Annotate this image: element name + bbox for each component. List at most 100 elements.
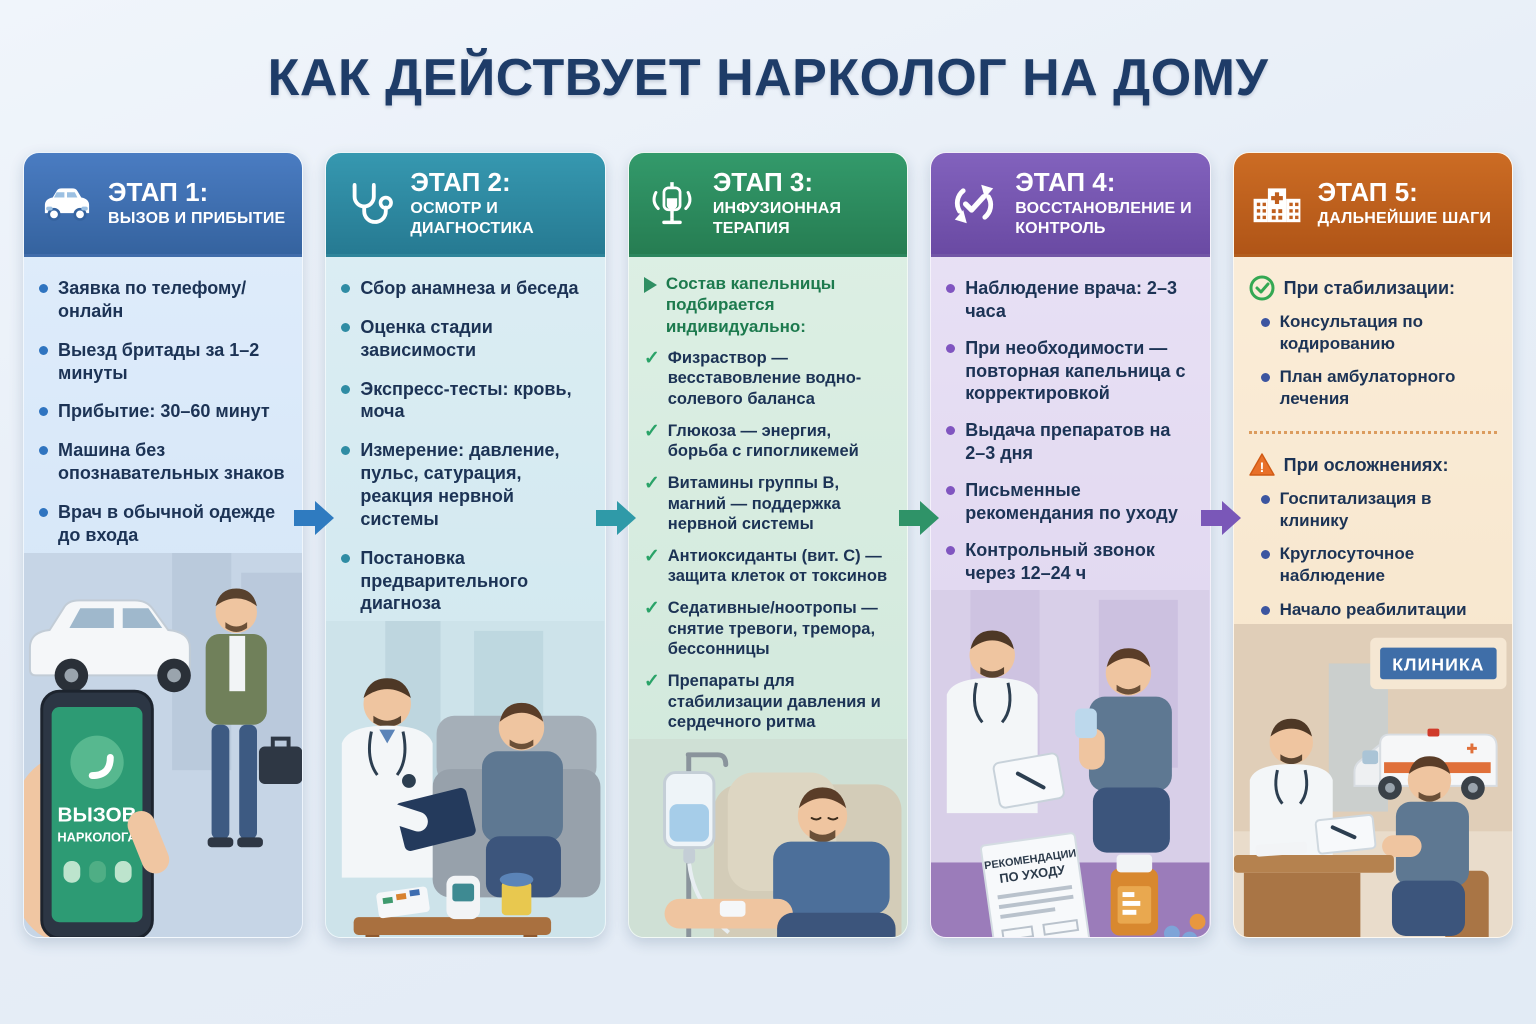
stage4-header-text: ЭТАП 4: ВОССТАНОВЛЕНИЕ И КОНТРОЛЬ [1015,168,1195,238]
bullet-dot-icon [39,345,48,355]
stage-subtitle: ОСМОТР И ДИАГНОСТИКА [410,200,534,237]
desk-illustration [1233,841,1394,937]
check-item: ✓ Физраствор — весставовление водно-солев… [644,348,892,410]
bullet-dot-icon [39,407,48,417]
list-item: Сбор анамнеза и беседа [341,277,589,300]
recovery-cycle-icon [945,178,1003,230]
check-text: Глюкоза — энергия, борьба с гипогликемей [668,421,892,462]
stage-card-2: ЭТАП 2: ОСМОТР И ДИАГНОСТИКА Сбор анамне… [325,152,606,938]
list-item-text: Постановка предварительного диагноза [360,547,529,614]
iv-drip-icon [643,178,701,230]
list-item: Госпитализация в клинику [1260,488,1497,531]
check-item: ✓ Глюкоза — энергия, борьба с гипогликеме… [644,421,892,462]
stage3-header-text: ЭТАП 3: ИНФУЗИОННАЯ ТЕРАПИЯ [712,168,893,238]
doctor-at-desk-figure [1249,718,1377,858]
intro-text: Состав капельницы подбирается индивидуал… [665,274,836,336]
list-item: Выезд бритады за 1–2 минуты [39,339,287,385]
list-item: Экспресс-тесты: кровь, моча [341,378,589,424]
dotted-divider [1248,431,1498,435]
stage3-illustration [628,738,908,937]
stage4-list: Наблюдение врача: 2–3 часа При необходим… [931,257,1209,590]
check-item: ✓ Антиоксиданты (вит. С) — защита клеток … [644,546,892,587]
stage-label: ЭТАП 5: [1317,176,1418,207]
list-item: Письменные рекомендания по уходу [946,479,1194,525]
list-item-text: Измерение: давление, пульс, сатурация, р… [360,440,560,529]
phone-screen-text: ВЫЗОВ [58,803,137,826]
check-lead: Физраствор [667,348,767,367]
stage1-header-text: ЭТАП 1: ВЫЗОВ И ПРИБЫТИЕ [108,176,285,228]
sleeping-patient-figure [664,787,896,937]
stage-card-3: ЭТАП 3: ИНФУЗИОННАЯ ТЕРАПИЯ Состав капел… [627,152,909,938]
bullet-dot-icon [1260,373,1270,383]
person-figure [205,588,303,847]
list-item-text: Госпитализация в клинику [1279,489,1432,530]
iv-stand-illustration [662,752,730,937]
list-item-text: Выдача препаратов на 2–3 дня [965,420,1171,464]
bullet-dot-icon [341,322,351,332]
stage-columns: ЭТАП 1: ВЫЗОВ И ПРИБЫТИЕ Заявка по телеф… [23,152,1514,938]
table-with-recommendations: РЕКОМЕНДАЦИИ ПО УХОДУ [931,832,1210,937]
pill [1182,932,1198,937]
check-lead: Антиоксиданты (вит. С) [667,546,861,565]
pill [1164,926,1181,937]
bullet-dot-icon [341,553,351,563]
stage-subtitle: ИНФУЗИОННАЯ ТЕРАПИЯ [712,200,842,237]
list-item-text: План амбулаторного лечения [1279,367,1456,408]
list-item-text: Сбор анамнеза и беседа [360,278,579,298]
stethoscope-icon [340,178,398,230]
stage4-illustration: РЕКОМЕНДАЦИИ ПО УХОДУ [931,590,1210,937]
list-item: Прибытие: 30–60 минут [39,400,287,423]
check-lead: Препараты для стабилизации [667,671,795,711]
check-rest: — весставовление водно-солевого баланса [667,348,862,408]
doctor-writing-figure [947,630,1066,814]
check-lead: Глюкоза [667,421,736,440]
list-item-text: Консультация по кодированию [1279,312,1424,353]
check-rest: — защита клеток от токсинов [667,546,888,586]
check-lead: Седативные/ноотропы [667,599,857,617]
check-icon: ✓ [643,347,660,369]
list-item-text: Выезд бритады за 1–2 минуты [58,339,260,383]
list-item-text: Прибытие: 30–60 минут [58,401,270,422]
group-heading: ! При осложнениях: [1248,452,1497,478]
check-item: ✓ Седативные/ноотропы — снятие тревоги, т… [644,598,892,660]
list-item: Постановка предварительного диагноза [341,547,589,616]
stabilization-list: Консультация по кодированию План амбулат… [1249,301,1497,413]
bullet-dot-icon [1260,550,1270,560]
check-rest: — снятие тревоги, тремора, бессонницы [667,599,878,659]
list-item-text: Письменные рекомендания по уходу [965,480,1178,523]
clinic-sign-text: КЛИНИКА [1392,655,1484,675]
stage-label: ЭТАП 1: [108,176,209,207]
list-intro: Состав капельницы подбирается индивидуал… [643,273,892,337]
warning-glyph: ! [1259,459,1264,475]
group-heading-text: При осложнениях: [1283,454,1449,475]
flow-arrow-1 [294,500,334,536]
bullet-dot-icon [341,446,351,456]
bullet-dot-icon [39,446,48,456]
stage5-groups: При стабилизации: Консультация по кодиро… [1234,257,1512,624]
check-rest: давления и сердечного ритма [667,692,881,732]
check-icon: ✓ [643,670,660,692]
check-icon: ✓ [643,472,660,494]
stabilization-group: При стабилизации: Консультация по кодиро… [1249,275,1497,413]
list-item: При необходимости — повторная капельница… [946,337,1194,406]
check-text: Седативные/ноотропы — снятие тревоги, тр… [668,598,892,660]
stage1-illustration: ВЫЗОВ НАРКОЛОГА [24,552,303,937]
bullet-dot-icon [1260,605,1270,615]
list-item: План амбулаторного лечения [1260,366,1497,409]
bullet-dot-icon [341,284,351,293]
clinic-sign: КЛИНИКА [1369,638,1507,690]
patient-with-glass-figure [1075,648,1173,854]
check-text: Препараты для стабилизации давления и се… [668,671,892,733]
bullet-dot-icon [946,284,956,293]
stage4-header: ЭТАП 4: ВОССТАНОВЛЕНИЕ И КОНТРОЛЬ [931,153,1210,257]
group-heading: При стабилизации: [1249,275,1497,301]
pill [1189,914,1206,931]
list-item: Контрольный звонок через 12–24 ч [946,539,1194,585]
bullet-dot-icon [39,284,48,293]
list-item-text: Начало реабилитации [1279,599,1467,619]
list-item: Заявка по телефому/онлайн [39,277,287,323]
check-rest: — энергия, борьба с гипогликемей [667,421,859,461]
stage-card-4: ЭТАП 4: ВОССТАНОВЛЕНИЕ И КОНТРОЛЬ Наблюд… [930,152,1211,938]
list-item: Наблюдение врача: 2–3 часа [946,277,1194,323]
list-item-text: Оценка стадии зависимости [360,316,493,360]
